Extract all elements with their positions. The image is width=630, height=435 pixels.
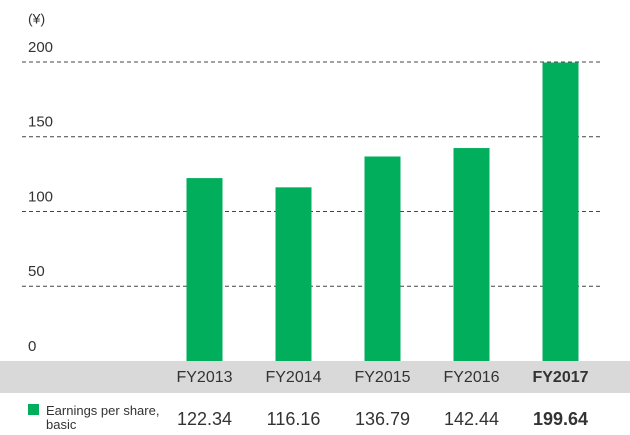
- bar: [275, 187, 312, 361]
- y-tick-label: 200: [28, 39, 53, 56]
- value-label: 116.16: [267, 409, 321, 429]
- value-label: 142.44: [444, 409, 499, 429]
- y-tick-label: 100: [28, 188, 53, 205]
- bar: [364, 156, 401, 361]
- x-tick-label: FY2013: [176, 369, 232, 386]
- x-tick-label: FY2015: [354, 369, 410, 386]
- y-tick-label: 150: [28, 114, 53, 131]
- unit-label: (¥): [28, 11, 45, 27]
- bar: [453, 148, 490, 361]
- x-tick-label: FY2016: [443, 369, 499, 386]
- bar: [542, 62, 579, 361]
- bar: [186, 178, 223, 361]
- y-tick-label: 50: [28, 263, 45, 280]
- x-tick-label: FY2017: [532, 369, 588, 386]
- legend-swatch: [28, 404, 39, 415]
- category-band: [0, 361, 630, 393]
- legend-label: Earnings per share, basic: [46, 404, 160, 432]
- y-tick-label: 0: [28, 338, 36, 355]
- value-label: 199.64: [533, 409, 588, 429]
- value-label: 136.79: [355, 409, 410, 429]
- x-tick-label: FY2014: [265, 369, 321, 386]
- value-label: 122.34: [177, 409, 232, 429]
